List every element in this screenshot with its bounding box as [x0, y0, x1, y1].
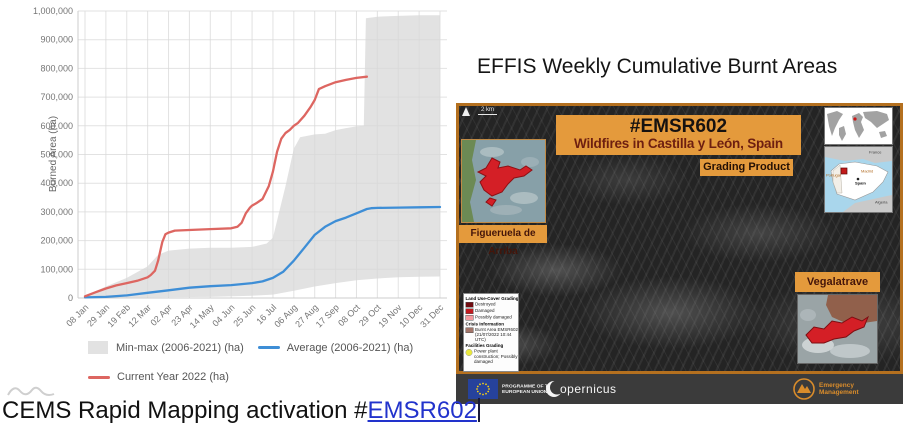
- legend-item-average: Average (2006-2021) (ha): [257, 341, 414, 354]
- map-footer-bar: PROGRAMME OF THE EUROPEAN UNION opernicu…: [456, 374, 903, 404]
- figueruela-label: Figueruela de Arriba: [459, 225, 547, 257]
- svg-text:17 Sep: 17 Sep: [314, 302, 341, 329]
- svg-text:04 Jun: 04 Jun: [210, 302, 236, 328]
- destroyed-label: Destroyed: [475, 301, 496, 307]
- spain-location-dot: [853, 117, 857, 121]
- emsr602-link[interactable]: EMSR602: [367, 397, 477, 424]
- eu-programme-line2: EUROPEAN UNION: [502, 388, 548, 394]
- effis-chart-panel: 0 100,000 200,000 300,000 400,000 500,000 600,…: [0, 0, 456, 400]
- legend-section-crisis: Crisis Information: [465, 321, 505, 327]
- legend-label-current: Current Year 2022 (ha): [117, 371, 229, 383]
- power-plant-label: Power plant construction; Possibly damag…: [474, 348, 518, 364]
- figueruela-burnt-area: [476, 157, 533, 207]
- legend-label-minmax: Min-max (2006-2021) (ha): [116, 341, 244, 354]
- eu-programme-group: PROGRAMME OF THE EUROPEAN UNION: [468, 379, 598, 399]
- legend-section-landuse: Land Use-Cover Grading: [465, 296, 519, 301]
- burnt-area-chart: 0 100,000 200,000 300,000 400,000 500,000 600,…: [33, 6, 447, 330]
- svg-text:02 Apr: 02 Apr: [148, 302, 173, 327]
- svg-text:700,000: 700,000: [40, 92, 73, 102]
- mountain-squiggle-icon: [7, 386, 55, 396]
- svg-text:1,000,000: 1,000,000: [33, 6, 73, 16]
- burnt-area-label: Burnt Area EMSR602 (21/07/2022 10:44 UTC…: [475, 327, 519, 343]
- scale-bar: 2 km: [478, 107, 498, 115]
- destroyed-swatch: [465, 302, 474, 308]
- aoi-marker: [840, 167, 848, 175]
- svg-text:500,000: 500,000: [40, 150, 73, 160]
- svg-text:08 Oct: 08 Oct: [336, 302, 362, 328]
- spain-map-inset: France Portugal Madrid Spain Algeria: [824, 146, 893, 213]
- svg-text:200,000: 200,000: [40, 236, 73, 246]
- label-algeria: Algeria: [875, 200, 888, 205]
- north-arrow-icon: [462, 107, 470, 116]
- north-scale-group: 2 km: [462, 107, 498, 116]
- emsr602-map: 2 km #EMSR602 Wildfires in Castilla y Le…: [456, 103, 903, 404]
- legend-item-minmax: Min-max (2006-2021) (ha): [88, 341, 244, 354]
- svg-text:12 Mar: 12 Mar: [126, 302, 153, 329]
- map-title-banner: #EMSR602 Wildfires in Castilla y León, S…: [556, 115, 801, 155]
- current-year-swatch: [88, 375, 110, 379]
- copernicus-crescent-icon: [546, 380, 562, 397]
- svg-text:400,000: 400,000: [40, 178, 73, 188]
- possibly-damaged-swatch: [465, 315, 474, 321]
- em-line2: Management: [819, 388, 859, 396]
- label-spain: Spain: [855, 181, 866, 186]
- damaged-label: Damaged: [475, 308, 495, 314]
- svg-text:08 Jan: 08 Jan: [64, 302, 90, 328]
- burnt-area-swatch: [465, 327, 474, 334]
- svg-text:Burned Area (ha): Burned Area (ha): [48, 116, 59, 192]
- svg-text:31 Dec: 31 Dec: [418, 302, 446, 330]
- vegalatrave-inset-image: [797, 294, 878, 364]
- average-swatch: [257, 346, 280, 349]
- svg-text:0: 0: [68, 293, 73, 303]
- label-portugal: Portugal: [826, 173, 841, 178]
- effis-weekly-title: EFFIS Weekly Cumulative Burnt Areas: [477, 55, 838, 78]
- svg-text:600,000: 600,000: [40, 121, 73, 131]
- caption-prefix: CEMS Rapid Mapping activation #: [2, 397, 368, 424]
- legend-section-facilities: Facilities Grading: [465, 343, 504, 349]
- svg-text:14 May: 14 May: [188, 302, 216, 330]
- map-legend-box: Land Use-Cover Grading Destroyed Damaged…: [463, 293, 519, 372]
- vegalatrave-burnt-area: [805, 315, 870, 344]
- power-plant-swatch: [465, 349, 473, 357]
- legend-item-current: Current Year 2022 (ha): [88, 371, 229, 383]
- vegalatrave-label: Vegalatrave: [795, 272, 880, 292]
- world-map-inset: [824, 107, 893, 145]
- emergency-management-logo: Emergency Management: [792, 377, 874, 401]
- figueruela-inset-image: [461, 139, 546, 223]
- text-caret: [477, 398, 480, 422]
- svg-text:900,000: 900,000: [40, 35, 73, 45]
- map-subtitle: Wildfires in Castilla y León, Spain: [574, 135, 783, 151]
- legend-label-average: Average (2006-2021) (ha): [286, 341, 414, 354]
- possibly-damaged-label: Possibly damaged: [475, 314, 512, 320]
- copernicus-logo: opernicus: [544, 378, 617, 400]
- map-title: #EMSR602: [629, 116, 728, 137]
- eu-flag-icon: [468, 379, 498, 399]
- caption-text: CEMS Rapid Mapping activation #EMSR602: [2, 397, 480, 425]
- chart-legend: Min-max (2006-2021) (ha) Average (2006-2…: [88, 341, 448, 400]
- emergency-management-icon: [793, 378, 815, 400]
- grading-product-badge: Grading Product: [700, 159, 793, 176]
- label-france: France: [869, 150, 882, 155]
- svg-text:100,000: 100,000: [40, 264, 73, 274]
- svg-text:800,000: 800,000: [40, 63, 73, 73]
- label-madrid: Madrid: [861, 169, 874, 174]
- svg-text:25 Jun: 25 Jun: [231, 302, 257, 328]
- damaged-swatch: [465, 308, 474, 315]
- em-line1: Emergency: [819, 381, 854, 389]
- copernicus-wordmark: opernicus: [560, 382, 617, 396]
- svg-text:300,000: 300,000: [40, 207, 73, 217]
- minmax-swatch: [88, 341, 108, 354]
- eu-programme-line1: PROGRAMME OF THE: [502, 383, 555, 389]
